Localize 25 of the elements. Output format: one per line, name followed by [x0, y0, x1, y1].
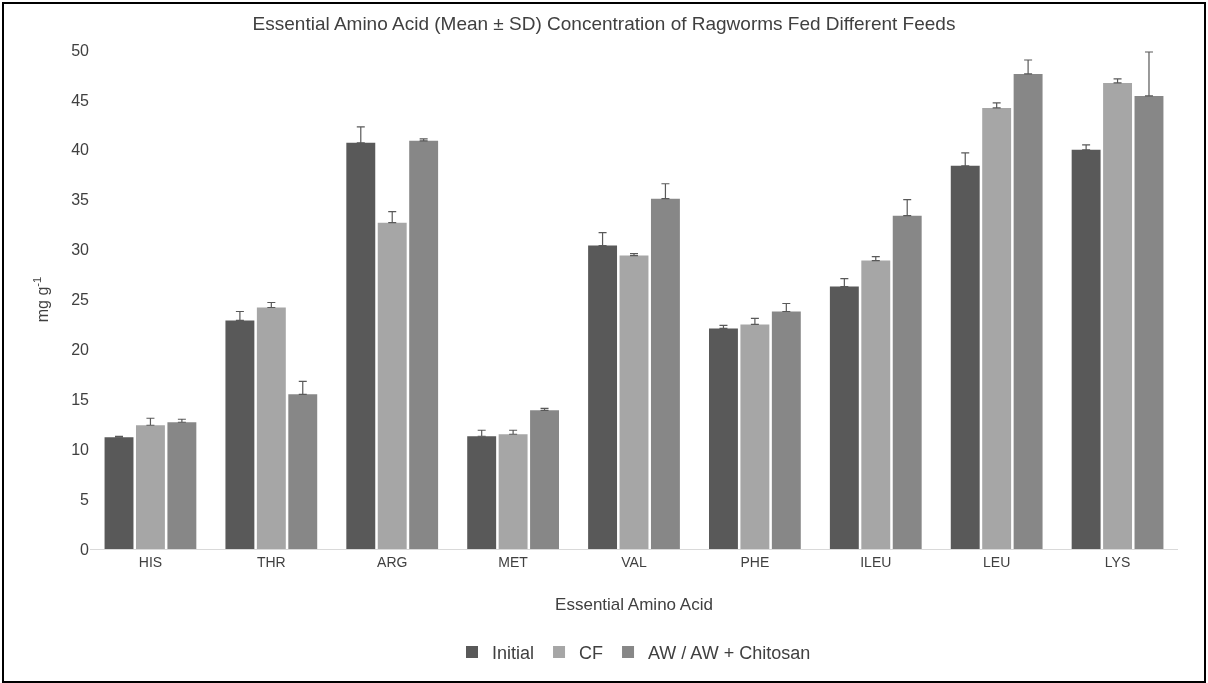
legend-label: Initial [492, 643, 535, 664]
x-tick-label: PHE [740, 553, 770, 570]
x-tick-label: LEU [983, 553, 1011, 570]
y-tick-label: 15 [71, 390, 90, 408]
y-tick-label: 20 [71, 341, 90, 358]
y-tick-label: 50 [71, 41, 90, 59]
y-tick-label: 0 [80, 540, 90, 558]
legend-label: AW / AW + Chitosan [648, 643, 811, 664]
x-tick-label: THR [256, 553, 286, 570]
y-tick-label: 10 [71, 440, 90, 458]
x-tick-label: ILEU [860, 553, 892, 570]
x-tick-label: HIS [138, 553, 163, 570]
x-tick-label: VAL [621, 553, 647, 570]
x-tick-label: ARG [377, 553, 408, 570]
x-tick-label: LYS [1104, 553, 1131, 570]
y-tick-label: 45 [71, 91, 90, 109]
x-axis-title: Essential Amino Acid [555, 595, 713, 614]
legend-label: CF [579, 643, 604, 664]
chart-title: Essential Amino Acid (Mean ± SD) Concentration of Ragworms Fed Different Feeds [252, 13, 956, 35]
y-tick-label: 30 [71, 241, 90, 259]
y-tick-label: 25 [71, 291, 90, 309]
y-tick-label: 5 [80, 490, 90, 508]
x-tick-label: MET [498, 553, 529, 570]
y-tick-label: 40 [71, 141, 90, 159]
y-tick-label: 35 [71, 191, 90, 209]
